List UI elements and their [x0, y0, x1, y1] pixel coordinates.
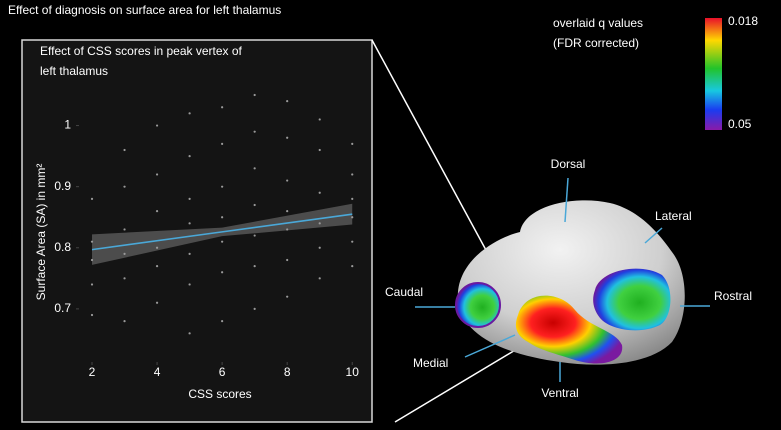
- x-tick-label: 4: [154, 365, 161, 379]
- data-point: [318, 148, 321, 152]
- x-tick-label: 6: [219, 365, 226, 379]
- data-point: [318, 191, 321, 194]
- y-tick-label: 1: [64, 118, 71, 132]
- regression-line: [91, 213, 353, 251]
- cluster-rostral: [593, 268, 671, 331]
- data-point: [253, 167, 256, 170]
- data-point: [90, 313, 94, 317]
- data-point: [286, 136, 289, 139]
- data-point: [318, 118, 321, 121]
- data-point: [123, 185, 126, 188]
- data-point: [90, 240, 94, 243]
- colorbar: [705, 18, 722, 130]
- data-point: [123, 228, 126, 231]
- figure-title: Effect of diagnosis on surface area for …: [8, 3, 281, 17]
- y-tick-label: 0.8: [54, 240, 71, 254]
- cluster-caudal: [455, 282, 501, 328]
- x-axis-label: CSS scores: [188, 387, 251, 401]
- data-point: [155, 246, 159, 249]
- data-point: [123, 148, 126, 152]
- data-point: [221, 185, 224, 188]
- data-point: [286, 179, 289, 182]
- label-leader: [464, 334, 516, 358]
- data-point: [286, 258, 289, 262]
- data-point: [188, 112, 191, 115]
- direction-label: Caudal: [385, 285, 423, 299]
- colorbar-title: overlaid q values: [553, 16, 643, 30]
- data-point: [351, 197, 354, 200]
- colorbar-title: (FDR corrected): [553, 36, 639, 50]
- x-tick-label: 2: [89, 365, 96, 379]
- data-point: [221, 320, 224, 323]
- cluster-medial-ventral: [515, 295, 623, 364]
- y-tick-label: 0.7: [54, 301, 71, 315]
- data-point: [123, 277, 126, 280]
- data-point: [253, 130, 256, 133]
- data-point: [351, 173, 354, 176]
- data-point: [155, 265, 159, 268]
- zoom-line: [394, 339, 533, 423]
- data-point: [155, 210, 159, 213]
- data-point: [123, 320, 126, 323]
- data-point: [253, 307, 256, 310]
- data-point: [90, 258, 94, 262]
- colorbar-label: 0.05: [728, 117, 752, 131]
- data-point: [221, 142, 224, 145]
- data-point: [286, 100, 289, 103]
- data-point: [318, 246, 321, 249]
- label-leader: [564, 177, 569, 223]
- data-point: [155, 124, 159, 127]
- direction-label: Dorsal: [551, 157, 586, 171]
- data-point: [221, 106, 224, 109]
- y-axis-label: Surface Area (SA) in mm²: [34, 164, 48, 301]
- direction-label: Rostral: [714, 289, 752, 303]
- y-tick-label: 0.9: [54, 179, 71, 193]
- data-point: [286, 295, 289, 298]
- inset-title: Effect of CSS scores in peak vertex of: [40, 44, 243, 58]
- data-point: [188, 332, 191, 335]
- data-point: [318, 277, 321, 280]
- label-leader: [644, 227, 663, 244]
- data-point: [90, 197, 94, 200]
- data-point: [351, 240, 354, 243]
- direction-label: Medial: [413, 356, 448, 370]
- data-point: [286, 210, 289, 213]
- data-point: [351, 216, 354, 219]
- data-point: [253, 265, 256, 268]
- data-point: [188, 197, 191, 200]
- data-point: [155, 173, 159, 176]
- data-point: [123, 252, 126, 255]
- data-point: [221, 240, 224, 243]
- data-point: [155, 301, 159, 304]
- direction-label: Ventral: [541, 386, 578, 400]
- data-point: [221, 216, 224, 219]
- data-point: [188, 222, 191, 225]
- data-point: [351, 142, 354, 145]
- data-point: [351, 265, 354, 268]
- data-point: [318, 222, 321, 225]
- direction-label: Lateral: [655, 209, 692, 223]
- confidence-band: [92, 203, 353, 265]
- data-point: [188, 252, 191, 255]
- data-point: [188, 283, 191, 286]
- colorbar-label: 0.018: [728, 14, 758, 28]
- data-point: [221, 271, 224, 274]
- data-point: [253, 93, 256, 97]
- data-point: [253, 234, 256, 237]
- x-tick-label: 10: [346, 365, 360, 379]
- data-point: [253, 203, 256, 207]
- x-tick-label: 8: [284, 365, 291, 379]
- data-point: [90, 283, 94, 286]
- inset-title: left thalamus: [40, 64, 108, 78]
- data-point: [188, 155, 191, 158]
- data-point: [286, 228, 289, 231]
